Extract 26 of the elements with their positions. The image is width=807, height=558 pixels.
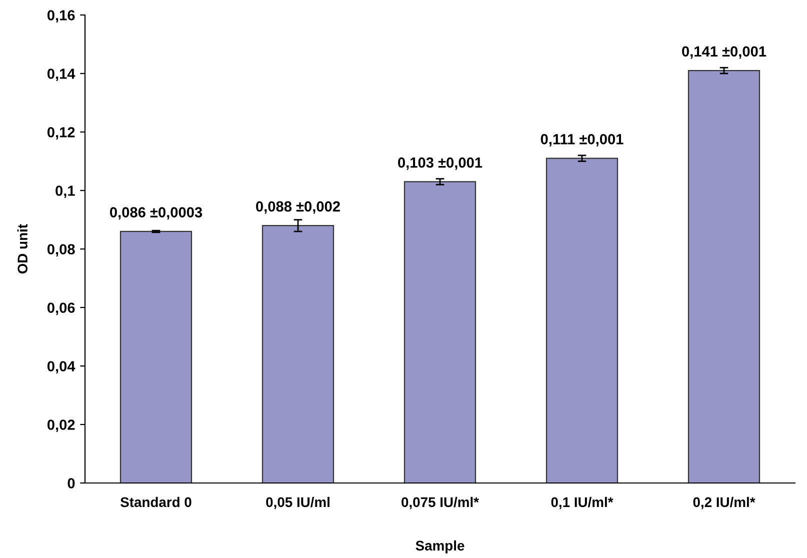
y-tick-label: 0: [68, 478, 75, 488]
y-tick-label: 0,06: [47, 302, 75, 316]
data-label: 0,111 ±0,001: [540, 134, 624, 146]
y-tick-label: 0,12: [47, 127, 75, 140]
x-tick-label: 0,05 IU/ml: [266, 496, 330, 510]
bar: [688, 70, 760, 483]
data-label: 0,103 ±0,001: [398, 157, 482, 170]
x-axis-title: Sample: [416, 540, 464, 554]
x-tick-label: 0,075 IU/ml*: [402, 496, 479, 510]
bar: [262, 225, 334, 483]
y-tick-label: 0,1: [56, 186, 75, 198]
x-tick-label: Standard 0: [120, 496, 192, 508]
y-tick-label: 0,04: [47, 361, 76, 374]
y-axis-title: OD unit: [17, 224, 28, 274]
x-tick-label: 0,1 IU/ml*: [551, 496, 614, 510]
bar: [546, 158, 618, 483]
y-tick-label: 0,14: [47, 68, 76, 82]
bar: [404, 181, 476, 483]
data-label: 0,088 ±0,002: [256, 201, 340, 214]
y-tick-label: 0,08: [47, 244, 75, 257]
data-label: 0,141 ±0,001: [682, 46, 766, 59]
x-tick-label: 0,2 IU/ml*: [693, 496, 756, 510]
y-tick-label: 0,02: [47, 420, 75, 432]
data-label: 0,086 ±0,0003: [110, 207, 202, 220]
bar: [120, 230, 192, 483]
y-tick-label: 0,16: [47, 10, 75, 23]
